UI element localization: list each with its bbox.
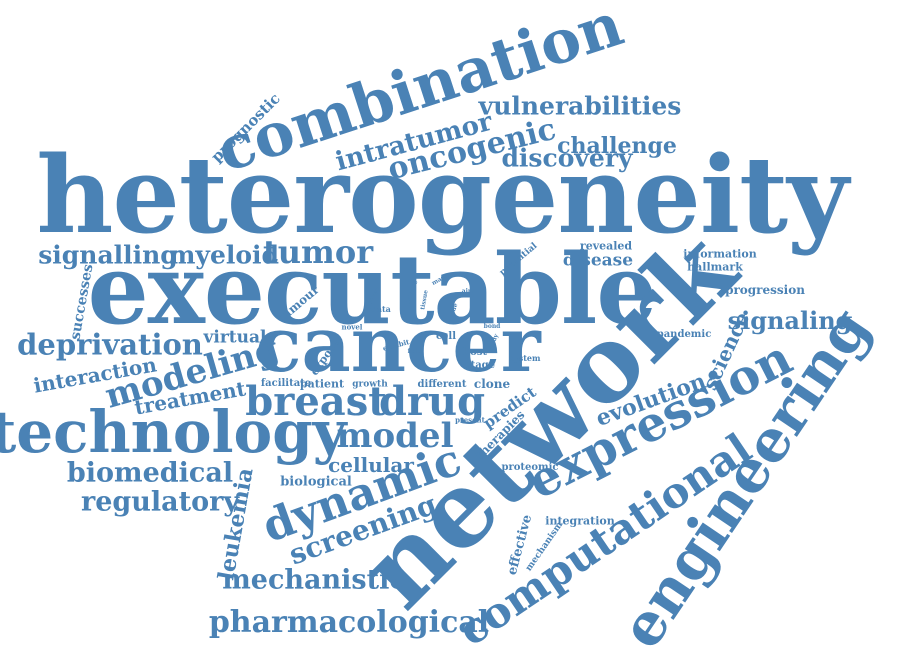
- word-mechanistic: mechanistic: [222, 564, 406, 596]
- word-cell: cell: [435, 331, 457, 342]
- word-signalling: signalling: [38, 240, 178, 270]
- word-pandemic: pandemic: [656, 329, 712, 340]
- word-pharmacological: pharmacological: [208, 605, 490, 640]
- word-novel: novel: [341, 322, 363, 332]
- word-signaling: signaling: [727, 306, 853, 335]
- word-field: field: [407, 348, 423, 355]
- word-biomedical: biomedical: [66, 457, 234, 489]
- word-heterogeneity: heterogeneity: [36, 132, 848, 257]
- word-information: information: [683, 247, 757, 261]
- word-revealed: revealed: [579, 239, 633, 253]
- word-challenge: challenge: [557, 133, 677, 159]
- word-hallmark: hallmark: [687, 260, 743, 274]
- word-integration: integration: [545, 514, 615, 528]
- word-clone: clone: [473, 377, 511, 391]
- word-host: host: [462, 347, 488, 358]
- word-cancer: cancer: [255, 300, 541, 389]
- word-aim: aim: [461, 288, 475, 295]
- word-bond: bond: [483, 323, 501, 330]
- word-present: present: [455, 415, 485, 425]
- word-regulatory: regulatory: [80, 486, 240, 518]
- word-deprivation: deprivation: [17, 327, 203, 362]
- word-tumor: tumor: [262, 233, 374, 271]
- word-executable: executable: [87, 233, 658, 346]
- word-different: different: [417, 379, 467, 390]
- word-vulnerabilities: vulnerabilities: [478, 91, 682, 121]
- word-proteomic: proteomic: [501, 462, 559, 473]
- word-model: model: [336, 416, 454, 456]
- word-myeloid: myeloid: [168, 240, 280, 270]
- word-biological: biological: [280, 474, 352, 490]
- word-data: data: [371, 304, 391, 314]
- word-stage: stage: [464, 360, 496, 371]
- word-system: system: [509, 353, 541, 363]
- word-progression: progression: [725, 283, 805, 297]
- word-technology: technology: [0, 398, 347, 466]
- word-virtual: virtual: [203, 327, 267, 348]
- word-growth: growth: [352, 379, 388, 390]
- word-discovery: discovery: [501, 143, 633, 173]
- word-drug: drug: [378, 378, 486, 425]
- word-disease: disease: [562, 250, 634, 271]
- word-facilitate: facilitate: [260, 378, 312, 389]
- word-cellular: cellular: [328, 453, 414, 477]
- word-patient: patient: [299, 377, 345, 391]
- word-breast: breast: [245, 378, 387, 425]
